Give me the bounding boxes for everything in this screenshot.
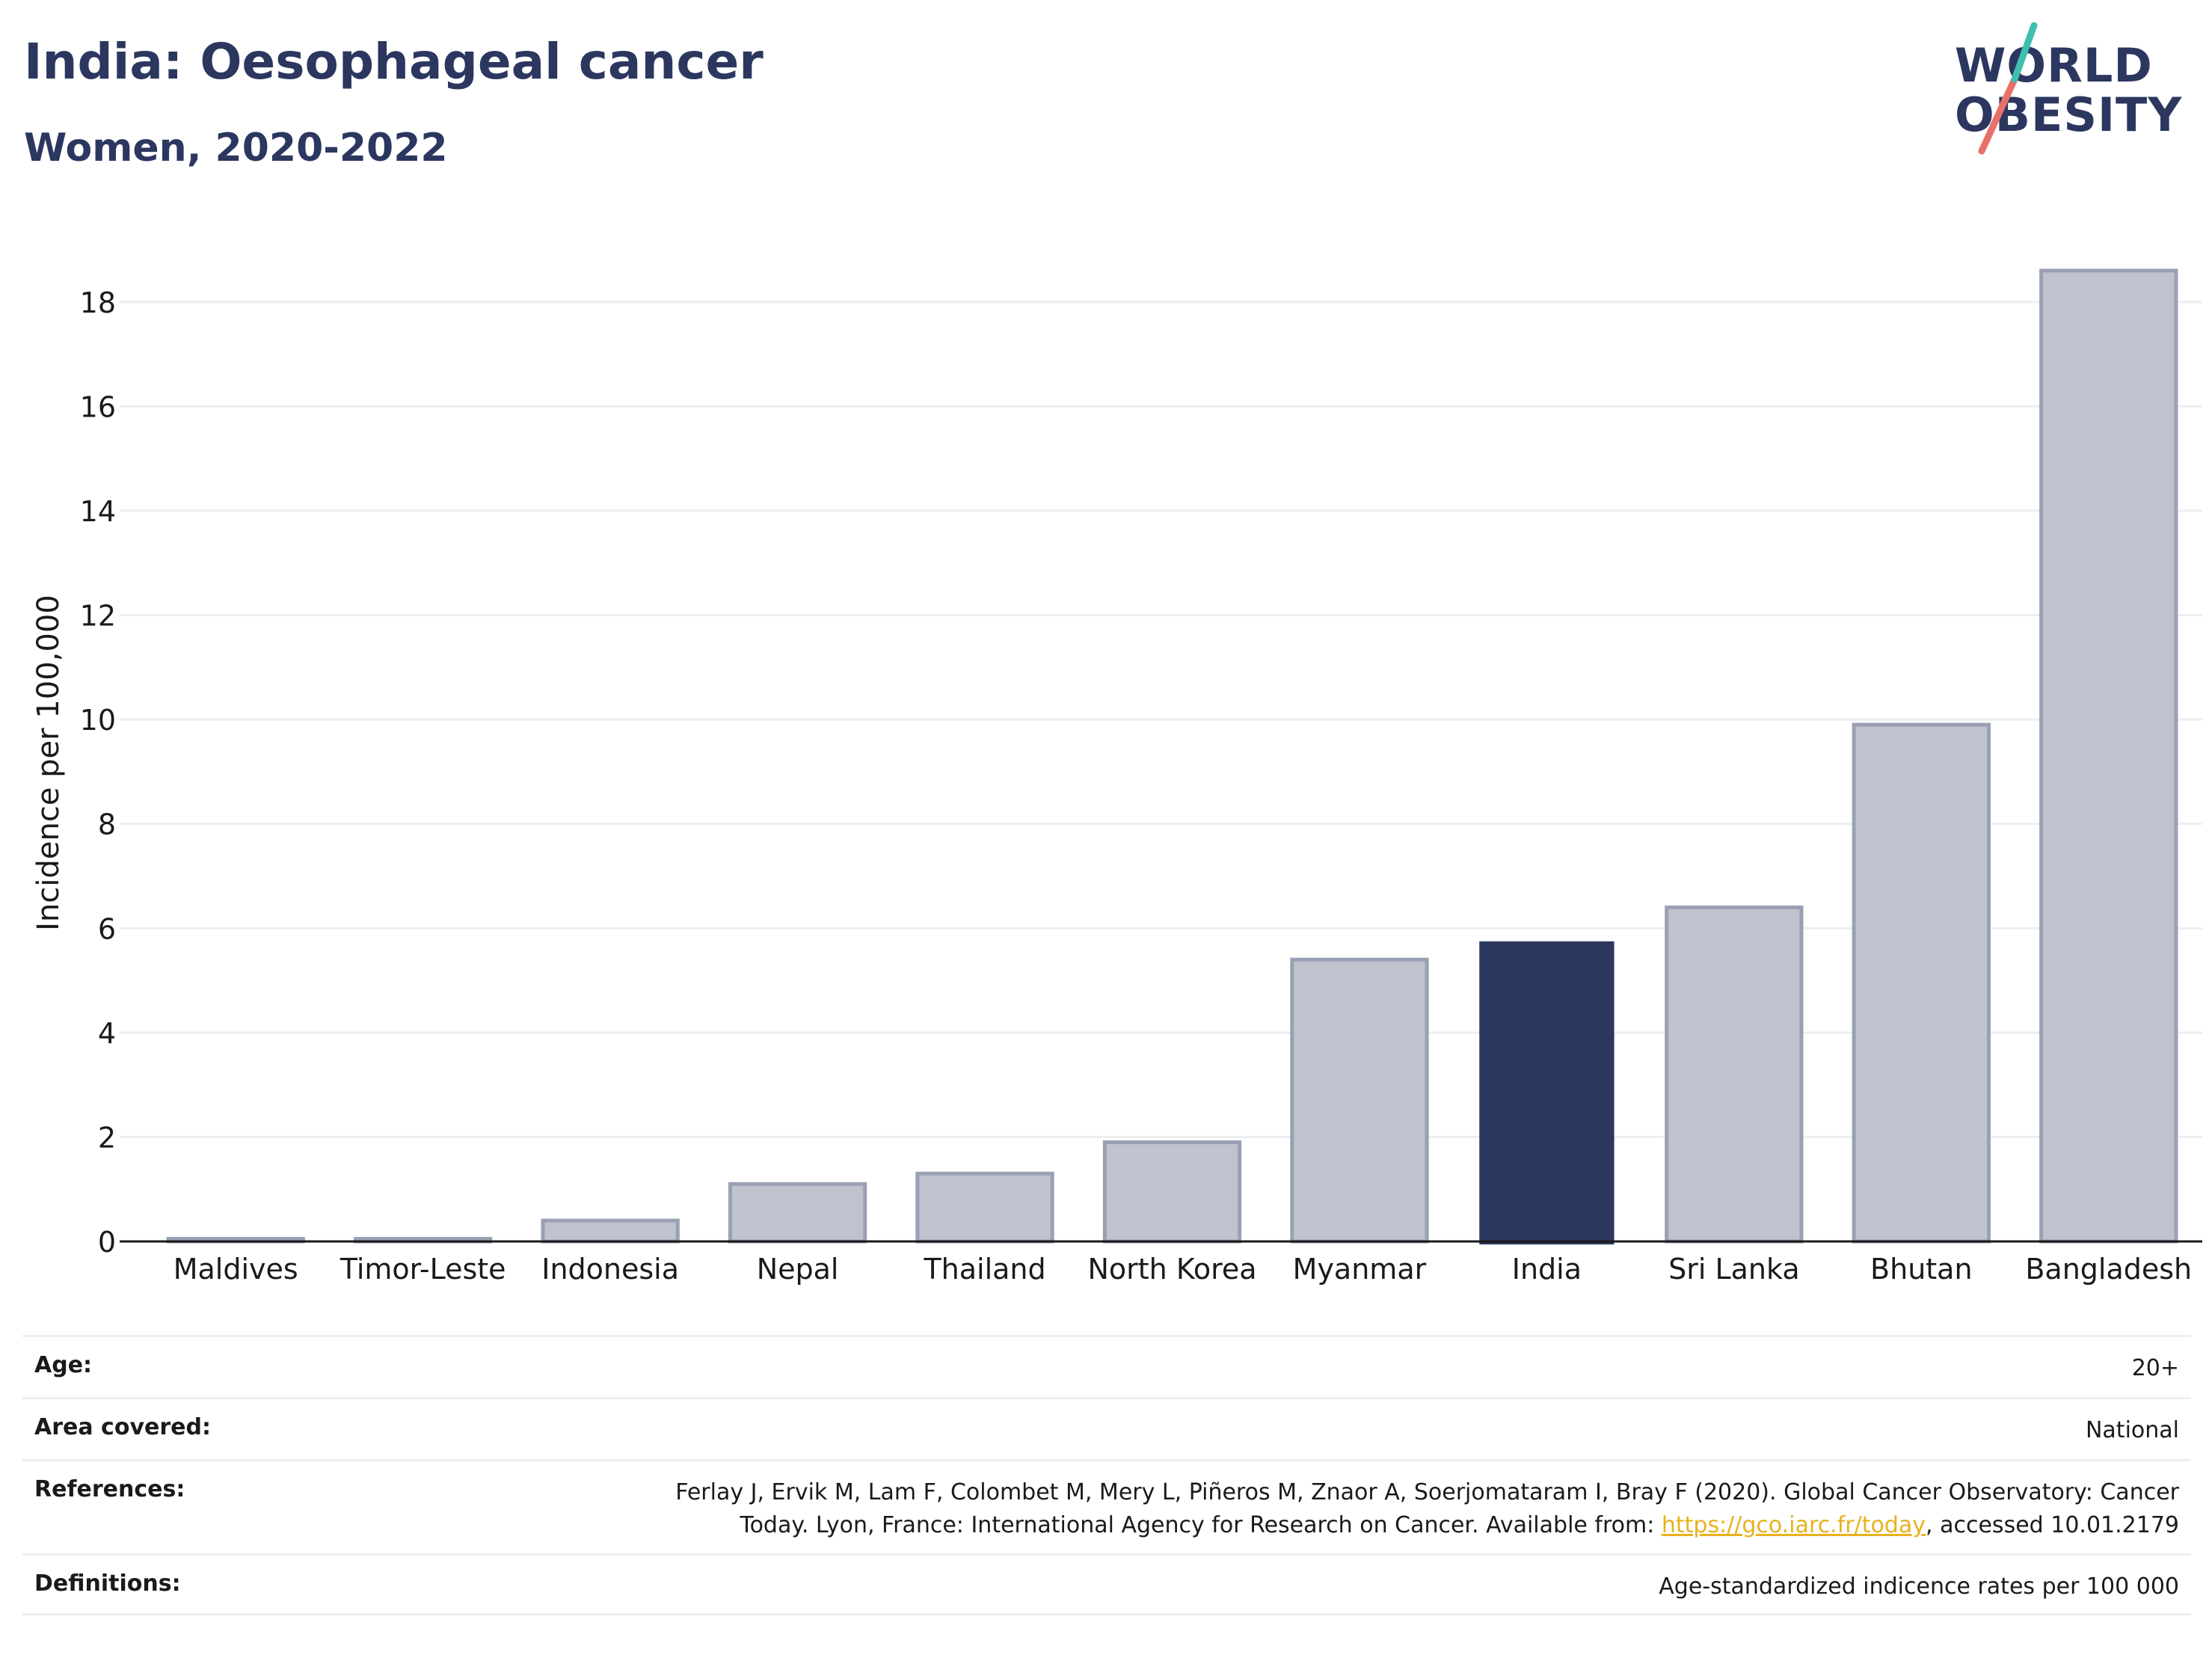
bar-chart: 0 2 4 6 8 10 12 14 16 18 Maldives Timor-Leste Indon… [31,268,2202,1286]
y-tick-label: 12 [80,600,116,633]
y-axis-label: Incidence per 100,000 [31,595,66,931]
references-line2-post: , accessed 10.01.2179 [1926,1512,2179,1538]
y-tick-label: 14 [80,495,116,528]
references-value: Ferlay J, Ervik M, Lam F, Colombet M, Me… [675,1476,2191,1542]
x-tick-labels: Maldives Timor-Leste Indonesia Nepal Thailan… [173,1253,2192,1286]
y-tick-label: 18 [80,286,116,319]
area-value: National [2085,1417,2179,1443]
y-tick-label: 16 [80,390,116,423]
meta-row-references: References: Ferlay J, Ervik M, Lam F, Co… [22,1459,2191,1553]
x-tick-label: Indonesia [541,1253,679,1286]
references-line2-pre: Today. Lyon, France: International Agenc… [740,1512,1662,1538]
y-tick-label: 6 [98,912,116,945]
y-tick-label: 10 [80,704,116,737]
metadata-table: Age: 20+ Area covered: National Referenc… [22,1335,2191,1615]
y-tick-label: 8 [98,808,116,841]
x-tick-label: Sri Lanka [1668,1253,1800,1286]
page-subtitle: Women, 2020-2022 [24,126,448,171]
world-obesity-logo: WORLD OBESITY [1944,22,2199,157]
meta-row-area: Area covered: National [22,1397,2191,1459]
x-tick-label: Maldives [173,1253,298,1286]
x-tick-label: Bhutan [1870,1253,1973,1286]
bar-myanmar [1290,957,1429,1244]
logo-slash-icon [1978,22,2038,155]
x-tick-label: Timor-Leste [340,1253,506,1286]
age-value: 20+ [2131,1355,2179,1381]
x-tick-label: North Korea [1087,1253,1256,1286]
definitions-label: Definitions: [34,1570,181,1597]
references-line1: Ferlay J, Ervik M, Lam F, Colombet M, Me… [675,1479,2179,1505]
bar-indonesia [541,1218,680,1244]
bar-sri-lanka [1665,905,1804,1244]
bar-india [1479,941,1615,1244]
references-link[interactable]: https://gco.iarc.fr/today [1661,1512,1926,1538]
bar-bhutan [1852,722,1991,1244]
x-tick-label: Nepal [757,1253,839,1286]
x-tick-label: Myanmar [1293,1253,1427,1286]
bar-nepal [728,1182,867,1244]
age-label: Age: [34,1352,93,1378]
bar-thailand [915,1171,1054,1244]
page-title: India: Oesophageal cancer [24,33,764,90]
definitions-value: Age-standardized indicence rates per 100… [1659,1573,2179,1600]
bars [166,268,2178,1244]
area-label: Area covered: [34,1414,211,1440]
y-tick-label: 0 [98,1226,116,1259]
meta-row-age: Age: 20+ [22,1335,2191,1397]
y-tick-label: 2 [98,1121,116,1154]
meta-row-definitions: Definitions: Age-standardized indicence … [22,1553,2191,1615]
logo-word-world: WORLD [1955,38,2153,93]
x-tick-label: Bangladesh [2025,1253,2192,1286]
x-tick-label: Thailand [923,1253,1045,1286]
x-tick-label: India [1512,1253,1582,1286]
y-tick-label: 4 [98,1017,116,1050]
references-label: References: [34,1476,185,1502]
bar-north-korea [1102,1140,1242,1244]
bar-bangladesh [2039,268,2178,1244]
y-tick-labels: 0 2 4 6 8 10 12 14 16 18 [80,286,116,1259]
